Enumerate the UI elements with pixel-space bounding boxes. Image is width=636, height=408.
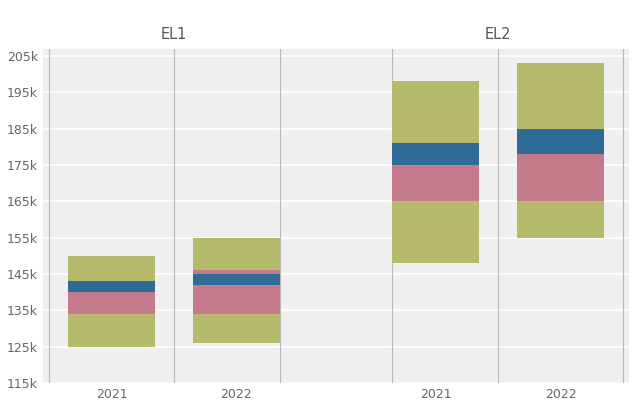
Bar (517, 63, 604, 129)
Bar (193, 274, 280, 285)
Bar (517, 129, 604, 154)
Bar (193, 271, 280, 274)
Bar (392, 202, 480, 263)
Bar (392, 143, 480, 165)
Bar (68, 282, 155, 292)
Bar (68, 256, 155, 282)
Bar (517, 202, 604, 238)
Bar (68, 314, 155, 347)
Text: EL1: EL1 (161, 27, 187, 42)
Bar (193, 238, 280, 271)
Bar (68, 292, 155, 314)
Bar (517, 154, 604, 202)
Bar (193, 285, 280, 314)
Bar (392, 165, 480, 202)
Text: EL2: EL2 (485, 27, 511, 42)
Bar (392, 81, 480, 143)
Bar (193, 314, 280, 343)
